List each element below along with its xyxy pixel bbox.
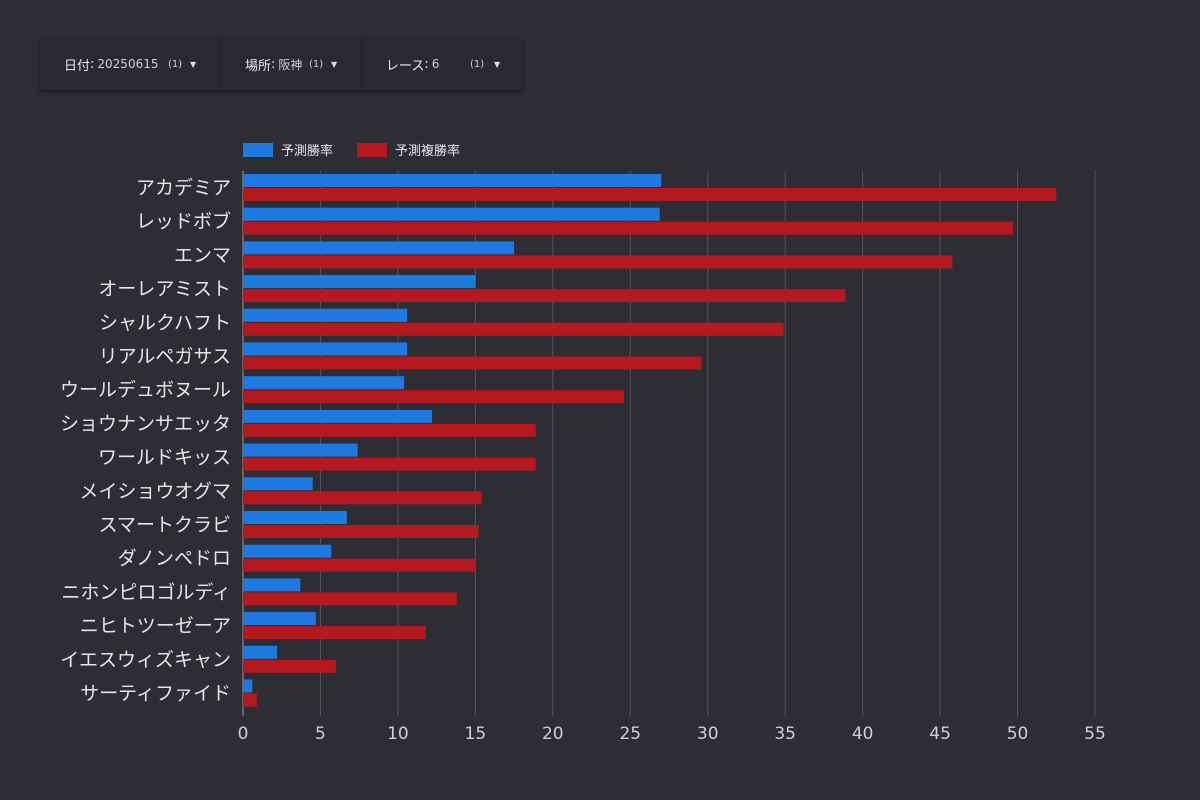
bar-place-rate xyxy=(243,592,457,606)
bar-place-rate xyxy=(243,693,257,707)
bar-win-rate xyxy=(243,511,347,524)
y-tick-label: エンマ xyxy=(174,244,231,266)
date-filter-colon: : xyxy=(90,56,95,72)
x-tick-label: 55 xyxy=(1084,724,1106,744)
venue-filter-value: 阪神 xyxy=(278,57,303,72)
bar-place-rate xyxy=(243,558,476,572)
x-tick-label: 25 xyxy=(619,724,641,744)
bar-place-rate xyxy=(243,525,479,538)
bar-win-rate xyxy=(243,409,432,423)
chevron-down-icon[interactable]: ▼ xyxy=(190,59,197,69)
venue-filter-colon: : xyxy=(271,56,276,72)
bar-win-rate xyxy=(243,342,408,356)
venue-filter-count: (1) xyxy=(309,58,324,70)
x-tick-label: 15 xyxy=(465,724,487,744)
bar-place-rate xyxy=(243,188,1057,201)
bar-place-rate xyxy=(243,390,625,404)
bar-place-rate xyxy=(243,255,953,269)
bar-win-rate xyxy=(243,174,662,187)
y-tick-label: サーティファイド xyxy=(80,683,231,705)
x-tick-label: 45 xyxy=(929,724,951,744)
y-tick-label: アカデミア xyxy=(136,177,231,199)
legend-label-place: 予測複勝率 xyxy=(395,144,461,159)
chart-legend: 予測勝率 予測複勝率 xyxy=(243,140,484,159)
legend-label-win: 予測勝率 xyxy=(281,144,334,159)
chevron-down-icon[interactable]: ▼ xyxy=(331,59,338,69)
bar-win-rate xyxy=(243,207,660,221)
x-tick-label: 5 xyxy=(315,724,326,744)
bar-place-rate xyxy=(243,491,482,505)
y-tick-label: メイショウオグマ xyxy=(79,480,231,502)
race-filter-colon: : xyxy=(424,56,429,72)
date-filter-count: (1) xyxy=(168,58,183,70)
bar-win-rate xyxy=(243,275,476,289)
bar-place-rate xyxy=(243,289,846,303)
bar-place-rate xyxy=(243,322,784,336)
date-filter[interactable]: 日付 : 20250615 (1) ▼ xyxy=(40,38,221,90)
y-tick-label: ワールドキッス xyxy=(98,447,231,469)
y-tick-label: スマートクラビ xyxy=(99,514,231,536)
y-tick-label: オーレアミスト xyxy=(98,278,231,300)
bar-place-rate xyxy=(243,221,1013,235)
bar-win-rate xyxy=(243,578,301,592)
race-filter[interactable]: レース : 6 (1) ▼ xyxy=(362,38,522,90)
bar-place-rate xyxy=(243,457,536,471)
x-tick-label: 30 xyxy=(697,724,719,744)
race-filter-label: レース xyxy=(386,58,425,74)
bar-win-rate xyxy=(243,679,253,693)
y-tick-label: ニホンピロゴルディ xyxy=(61,581,231,603)
bar-win-rate xyxy=(243,376,405,390)
bar-win-rate xyxy=(243,544,332,558)
bar-win-rate xyxy=(243,612,316,626)
chevron-down-icon[interactable]: ▼ xyxy=(494,59,501,69)
bar-win-rate xyxy=(243,308,408,322)
bar-place-rate xyxy=(243,423,536,437)
x-tick-label: 40 xyxy=(852,724,874,744)
y-tick-label: イエスウィズキャン xyxy=(60,649,231,671)
bar-place-rate xyxy=(243,659,336,673)
y-tick-label: レッドボブ xyxy=(136,210,231,233)
x-tick-label: 20 xyxy=(542,724,564,744)
y-tick-label: ニヒトツーゼーア xyxy=(80,615,231,637)
y-tick-label: ウールデュボヌール xyxy=(60,379,231,401)
y-tick-label: リアルペガサス xyxy=(99,346,231,368)
x-tick-label: 35 xyxy=(774,724,796,744)
x-tick-label: 10 xyxy=(387,724,409,744)
y-tick-label: ショウナンサエッタ xyxy=(60,413,231,435)
bar-win-rate xyxy=(243,645,278,659)
venue-filter[interactable]: 場所 : 阪神 (1) ▼ xyxy=(221,38,362,90)
bar-place-rate xyxy=(243,626,426,640)
x-tick-label: 50 xyxy=(1007,724,1029,744)
race-filter-count: (1) xyxy=(470,58,485,70)
date-filter-label: 日付 xyxy=(64,58,91,74)
date-filter-value: 20250615 xyxy=(97,57,159,71)
legend-item-place[interactable]: 予測複勝率 xyxy=(357,140,460,159)
filter-bar: 日付 : 20250615 (1) ▼ 場所 : 阪神 (1) ▼ レース : … xyxy=(40,38,522,90)
bar-win-rate xyxy=(243,443,358,457)
bar-win-rate xyxy=(243,241,515,255)
legend-item-win[interactable]: 予測勝率 xyxy=(243,140,333,159)
x-tick-label: 0 xyxy=(238,724,249,744)
bar-win-rate xyxy=(243,477,313,491)
race-filter-value: 6 xyxy=(431,57,440,71)
y-tick-label: ダノンペドロ xyxy=(118,548,231,570)
legend-swatch-win xyxy=(243,142,273,157)
y-tick-label: シャルクハフト xyxy=(99,312,231,334)
legend-swatch-place xyxy=(357,142,388,157)
bar-place-rate xyxy=(243,356,702,370)
venue-filter-label: 場所 xyxy=(245,58,272,74)
